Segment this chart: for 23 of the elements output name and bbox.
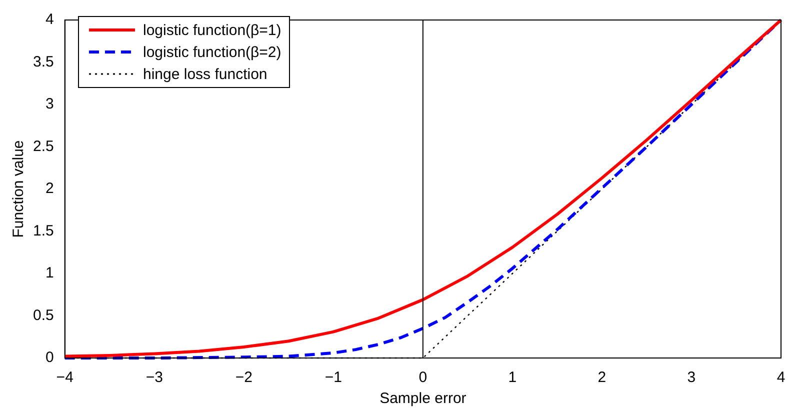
- x-tick-label: 2: [598, 369, 606, 386]
- x-tick-label: −3: [146, 369, 163, 386]
- x-tick-label: 1: [508, 369, 517, 386]
- y-tick-label: 2: [46, 180, 54, 198]
- x-tick-label: −4: [56, 369, 74, 386]
- y-tick-label: 4: [46, 11, 54, 28]
- y-tick-label: 0: [46, 349, 54, 366]
- x-tick-label: 0: [418, 369, 428, 386]
- y-tick-label: 2.5: [32, 138, 54, 155]
- x-tick-label: 4: [776, 369, 786, 386]
- legend-label: logistic function(β=1): [143, 22, 282, 38]
- y-tick-label: 1.5: [32, 222, 54, 240]
- y-tick-label: 0.5: [32, 306, 54, 324]
- x-tick-label: −1: [324, 369, 342, 386]
- x-tick-label: −2: [235, 369, 252, 386]
- y-tick-label: 3: [46, 96, 54, 113]
- legend-label: logistic function(β=2): [143, 44, 282, 60]
- y-tick-label: 1: [46, 264, 54, 282]
- y-axis-title: Function value: [10, 140, 28, 238]
- y-tick-label: 3.5: [32, 53, 54, 70]
- x-tick-label: 3: [687, 369, 696, 386]
- legend-label: hinge loss function: [143, 66, 268, 82]
- x-axis-title: Sample error: [380, 390, 466, 408]
